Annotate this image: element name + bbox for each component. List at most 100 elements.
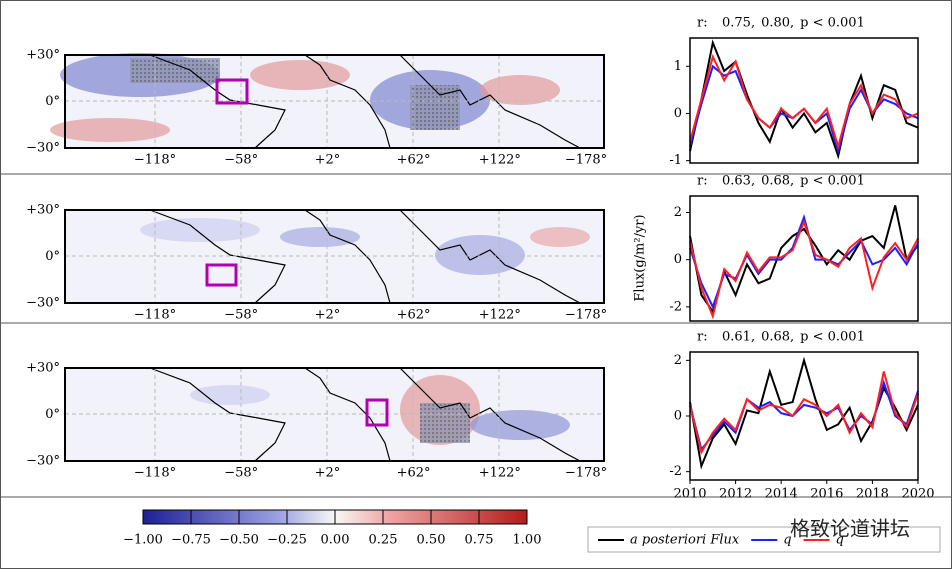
x-tick-label: 2014 <box>765 487 798 502</box>
map-frame <box>64 367 605 462</box>
y-tick-label: -2 <box>669 464 682 479</box>
r-annotation: 0.63, <box>722 174 755 189</box>
series-line <box>689 213 919 310</box>
coastline <box>399 367 581 462</box>
colorbar-label: −0.50 <box>219 533 259 548</box>
x-tick-label: 2020 <box>901 487 934 502</box>
y-tick-label: -1 <box>669 153 682 168</box>
colorbar-label: 0.00 <box>321 533 350 548</box>
y-tick-label: 0 <box>674 409 682 424</box>
y-tick-label: 2 <box>674 353 682 368</box>
colorbar-label: −0.75 <box>171 533 211 548</box>
series-line <box>689 205 919 314</box>
lat-label: 0° <box>45 94 60 109</box>
region-box <box>205 263 238 287</box>
significance <box>130 58 220 83</box>
lon-label: −178° <box>565 153 607 168</box>
lon-label: −58° <box>224 153 258 168</box>
lat-label: +30° <box>26 361 60 376</box>
map-anomaly <box>530 227 590 247</box>
series-line <box>689 379 919 452</box>
map-anomaly <box>280 227 360 247</box>
colorbar-label: 0.25 <box>369 533 398 548</box>
region-box <box>215 78 249 105</box>
x-tick-label: 2018 <box>856 487 889 502</box>
plot-frame <box>689 351 919 481</box>
lon-label: −58° <box>224 308 258 323</box>
coastline <box>304 54 391 149</box>
r-label: r: <box>697 16 708 31</box>
r-annotation: 0.68, <box>761 330 794 345</box>
colorbar-label: −0.25 <box>267 533 307 548</box>
lon-label: +2° <box>315 466 341 481</box>
map-anomaly <box>140 218 260 242</box>
watermark: 格致论道讲坛 <box>790 517 910 541</box>
lon-label: −178° <box>565 308 607 323</box>
lon-label: −118° <box>134 308 176 323</box>
lon-label: +2° <box>315 153 341 168</box>
colorbar-label: 0.50 <box>417 533 446 548</box>
series-line <box>689 219 919 320</box>
r-annotation: p < 0.001 <box>800 174 865 189</box>
lon-label: +62° <box>397 308 431 323</box>
lat-label: 0° <box>45 407 60 422</box>
y-tick-label: 2 <box>674 205 682 220</box>
r-annotation: p < 0.001 <box>800 330 865 345</box>
map-frame <box>64 209 605 304</box>
lon-label: +62° <box>397 153 431 168</box>
r-annotation: 0.61, <box>722 330 755 345</box>
region-box <box>365 398 389 427</box>
x-tick-label: 2012 <box>719 487 752 502</box>
series-line <box>689 39 919 160</box>
colorbar-label: 1.00 <box>513 533 542 548</box>
lon-label: −58° <box>224 466 258 481</box>
lon-label: −118° <box>134 153 176 168</box>
map-anomaly <box>480 75 560 105</box>
r-annotation: p < 0.001 <box>800 16 865 31</box>
map-anomaly <box>190 385 270 405</box>
lat-label: +30° <box>26 203 60 218</box>
legend-label: q <box>836 533 844 548</box>
lat-label: 0° <box>45 249 60 264</box>
colorbar-label: 0.75 <box>465 533 494 548</box>
lon-label: +122° <box>479 308 521 323</box>
y-tick-label: 1 <box>674 59 682 74</box>
r-annotation: 0.68, <box>761 174 794 189</box>
y-axis-label: Flux(g/m²/yr) <box>633 214 648 301</box>
plot-frame <box>689 195 919 322</box>
map-frame <box>64 54 605 149</box>
y-tick-label: 0 <box>674 106 682 121</box>
coastline <box>304 209 391 304</box>
lon-label: +122° <box>479 466 521 481</box>
map-anomaly <box>470 410 570 440</box>
r-label: r: <box>697 330 708 345</box>
lat-label: +30° <box>26 48 60 63</box>
coastline <box>399 54 581 149</box>
significance <box>420 403 470 443</box>
series-line <box>689 54 919 151</box>
y-tick-label: -2 <box>669 299 682 314</box>
lon-label: −118° <box>134 466 176 481</box>
lon-label: +62° <box>397 466 431 481</box>
r-label: r: <box>697 174 708 189</box>
coastline <box>399 209 581 304</box>
colorbar-label: −1.00 <box>123 533 163 548</box>
r-annotation: 0.80, <box>761 16 794 31</box>
x-tick-label: 2010 <box>673 487 706 502</box>
lon-label: +122° <box>479 153 521 168</box>
plot-frame <box>689 37 919 164</box>
x-tick-label: 2016 <box>810 487 843 502</box>
map-anomaly <box>50 118 170 142</box>
lat-label: −30° <box>26 454 60 469</box>
lat-label: −30° <box>26 296 60 311</box>
y-tick-label: 0 <box>674 252 682 267</box>
series-line <box>689 371 919 455</box>
legend-label: a posteriori Flux <box>630 533 740 548</box>
coastline <box>149 367 286 462</box>
legend-label: q <box>783 533 791 548</box>
coastline <box>149 209 286 304</box>
lon-label: +2° <box>315 308 341 323</box>
lon-label: −178° <box>565 466 607 481</box>
lat-label: −30° <box>26 141 60 156</box>
